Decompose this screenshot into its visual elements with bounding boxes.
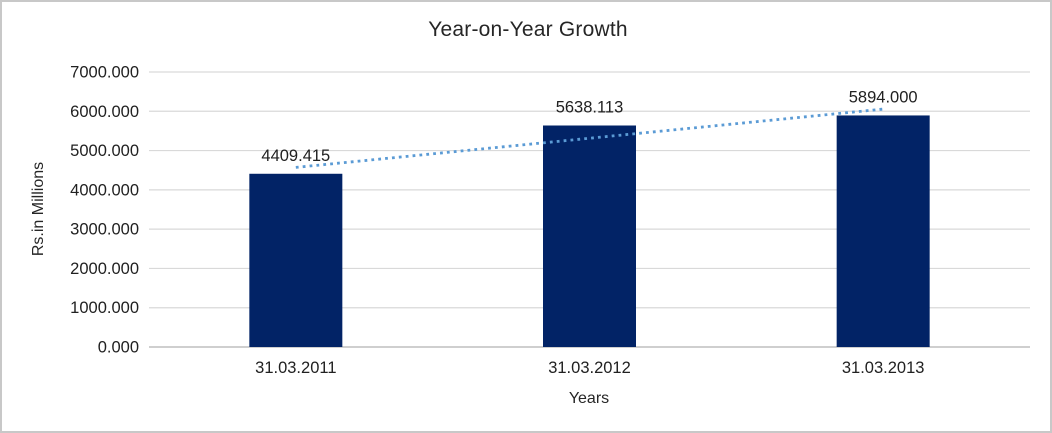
chart-title: Year-on-Year Growth [428,18,628,41]
y-tick-label: 0.000 [98,339,139,357]
y-tick-label: 1000.000 [70,299,139,317]
y-tick-label: 2000.000 [70,260,139,278]
y-tick-label: 7000.000 [70,64,139,82]
x-tick-label: 31.03.2012 [548,359,631,377]
bar-31.03.2013 [836,115,930,347]
bar-data-label: 4409.415 [261,147,330,165]
y-tick-label: 3000.000 [70,221,139,239]
x-axis-title: Years [568,390,610,407]
bar-data-label: 5894.000 [849,88,918,106]
x-tick-label: 31.03.2011 [255,359,336,377]
bar-data-label: 5638.113 [556,99,624,117]
y-tick-label: 6000.000 [70,103,139,121]
bar-31.03.2012 [543,125,636,347]
bar-31.03.2011 [249,173,343,347]
y-tick-label: 5000.000 [70,142,139,160]
y-tick-label: 4000.000 [70,181,139,199]
x-tick-label: 31.03.2013 [842,359,925,377]
trendline-dotted [295,107,884,169]
